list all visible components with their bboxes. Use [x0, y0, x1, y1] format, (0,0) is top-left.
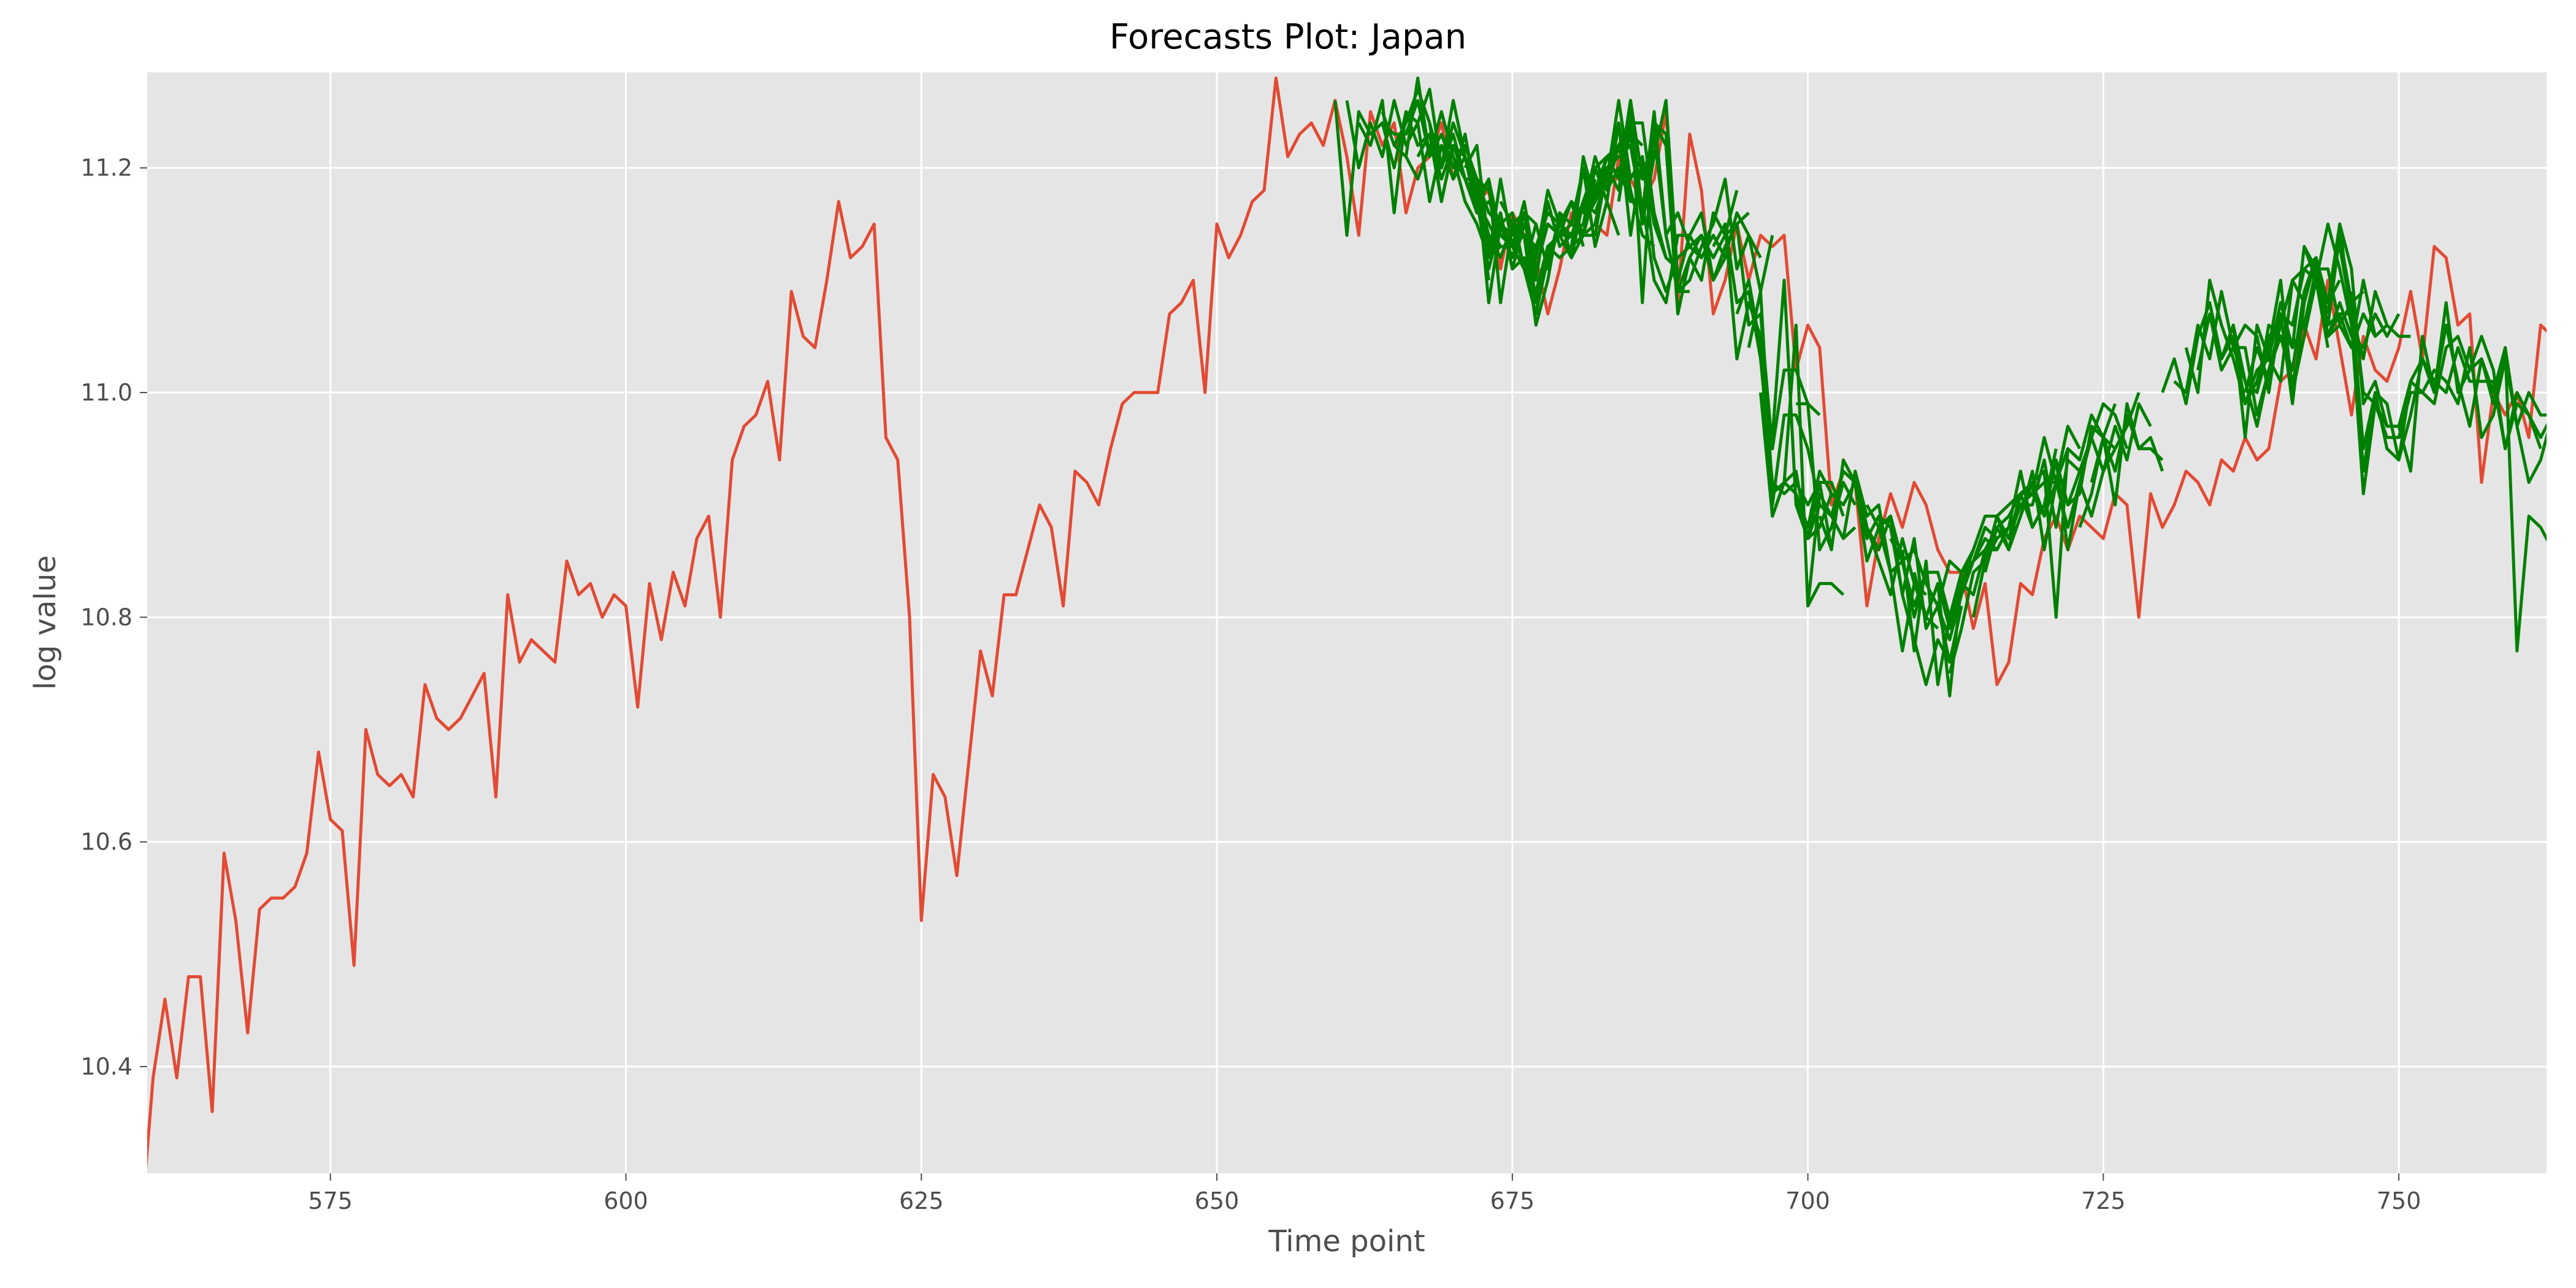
x-tick-label: 675 [1490, 1187, 1535, 1214]
y-tick-label: 11.2 [80, 155, 132, 182]
forecast-series-line [2042, 402, 2129, 529]
x-tick-label: 600 [604, 1187, 648, 1214]
plot-background [147, 72, 2547, 1173]
chart-title: Forecasts Plot: Japan [1109, 17, 1467, 57]
tick-labels: 575 600 625 650 675 700 725 750 10.4 10.6 10.8 11.0… [80, 155, 2421, 1214]
y-tick-label: 11.0 [80, 379, 132, 406]
y-tick-label: 10.6 [80, 829, 132, 856]
y-tick-label: 10.8 [80, 604, 132, 631]
forecast-series-line [2066, 402, 2152, 506]
y-tick-label: 10.4 [80, 1053, 132, 1080]
forecast-series-line [1796, 402, 1857, 551]
forecast-series-line [1617, 99, 1774, 293]
forecast-series-line [1924, 493, 2022, 631]
forecast-series-line [2350, 291, 2547, 439]
x-tick-label: 700 [1785, 1187, 1830, 1214]
forecast-series-line [1759, 392, 1845, 540]
x-tick-label: 750 [2377, 1187, 2421, 1214]
forecast-series-line [2090, 413, 2164, 483]
forecast-series-line [1984, 447, 2081, 573]
x-tick-label: 575 [308, 1187, 353, 1214]
forecast-series-line [2078, 402, 2164, 528]
y-axis-label: log value [28, 555, 63, 690]
forecast-series-line [1451, 132, 1609, 270]
x-axis-label: Time point [1268, 1224, 1425, 1259]
x-tick-label: 625 [899, 1187, 944, 1214]
forecast-series-line [2019, 413, 2117, 619]
forecast-series-line [1771, 278, 1857, 540]
x-tick-label: 650 [1195, 1187, 1240, 1214]
series-layer [147, 76, 2547, 1170]
forecast-series-line [2338, 246, 2547, 473]
forecast-series-line [1877, 515, 1963, 631]
forecast-series-line [1865, 504, 1952, 686]
forecast-series-line [1782, 323, 1845, 608]
actual-series-line [147, 76, 2547, 1170]
forecast-series-line [1901, 537, 1998, 686]
x-tick-label: 725 [2081, 1187, 2126, 1214]
forecast-series-line [2255, 278, 2411, 394]
